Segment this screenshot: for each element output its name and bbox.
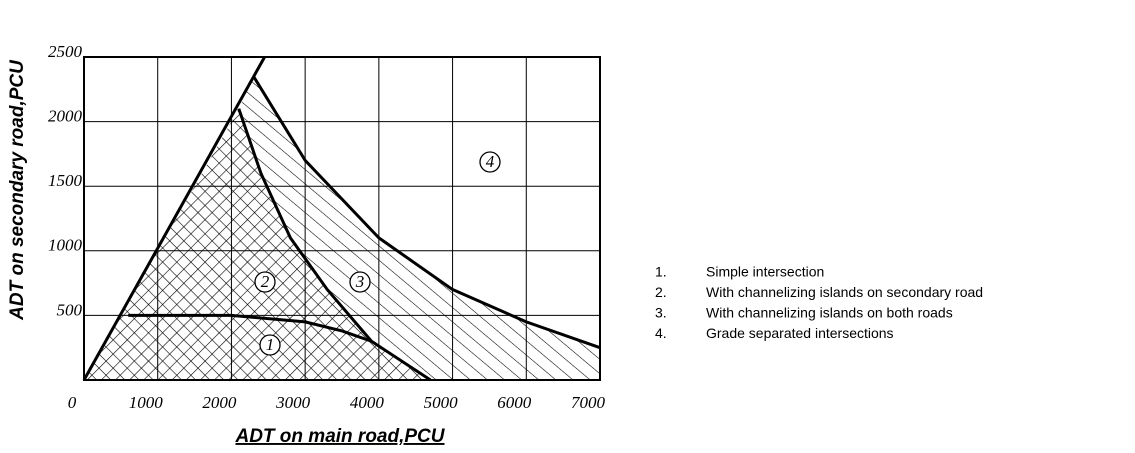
region-circle — [254, 271, 276, 293]
y-tick-label: 1000 — [48, 236, 83, 255]
y-tick-label: 1500 — [48, 171, 83, 190]
boundary-curve — [252, 75, 601, 350]
y-tick-label: 2000 — [48, 107, 83, 126]
plot: 0 1000 2000 3000 4000 5000 6000 7000 500 1000 1500… — [48, 42, 983, 412]
legend-text: With channelizing islands on secondary r… — [706, 284, 983, 300]
x-tick-label: 0 — [68, 393, 77, 412]
region-circle — [479, 151, 501, 173]
x-tick-label: 5000 — [424, 393, 459, 412]
x-tick-label: 6000 — [497, 393, 532, 412]
legend-number: 4. — [655, 325, 667, 341]
region-circle — [259, 334, 281, 356]
x-tick-label: 3000 — [275, 393, 311, 412]
legend-number: 2. — [655, 284, 667, 300]
region-label: 3 — [355, 272, 365, 291]
fills — [84, 76, 601, 381]
x-tick-label: 7000 — [571, 393, 606, 412]
legend-text: Grade separated intersections — [706, 325, 894, 341]
plot-frame — [83, 56, 601, 381]
y-tick-label: 2500 — [48, 42, 83, 61]
boundary-curve — [128, 313, 372, 343]
boundary-curve — [237, 108, 432, 382]
legend-text: Simple intersection — [706, 264, 824, 280]
crosshatch-fill — [84, 108, 431, 381]
x-axis-title: ADT on main road,PCU — [234, 426, 445, 447]
region-label: 2 — [261, 272, 270, 291]
x-tick-label: 2000 — [202, 393, 237, 412]
region-label: 1 — [266, 335, 275, 354]
boundary-curve — [82, 56, 266, 381]
x-tick-label: 1000 — [129, 393, 164, 412]
hatch-fill — [238, 76, 601, 380]
region-circle — [349, 271, 371, 293]
region-label: 4 — [486, 152, 495, 171]
y-axis-title: ADT on secondary road,PCU — [7, 59, 28, 321]
legend-number: 1. — [655, 264, 667, 280]
legend-text: With channelizing islands on both roads — [706, 305, 953, 321]
y-tick-label: 500 — [57, 300, 83, 319]
legend-number: 3. — [655, 305, 667, 321]
x-tick-label: 4000 — [350, 393, 385, 412]
